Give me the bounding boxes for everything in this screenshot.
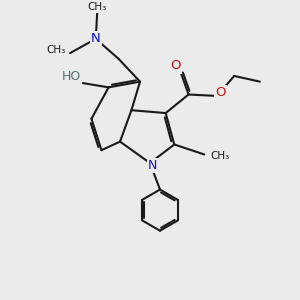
Text: N: N bbox=[91, 32, 100, 45]
Text: O: O bbox=[170, 59, 181, 73]
Text: CH₃: CH₃ bbox=[211, 151, 230, 161]
Text: CH₃: CH₃ bbox=[46, 45, 66, 55]
Text: O: O bbox=[215, 86, 226, 99]
Text: N: N bbox=[148, 158, 157, 172]
Text: CH₃: CH₃ bbox=[88, 2, 107, 12]
Text: HO: HO bbox=[62, 70, 81, 83]
